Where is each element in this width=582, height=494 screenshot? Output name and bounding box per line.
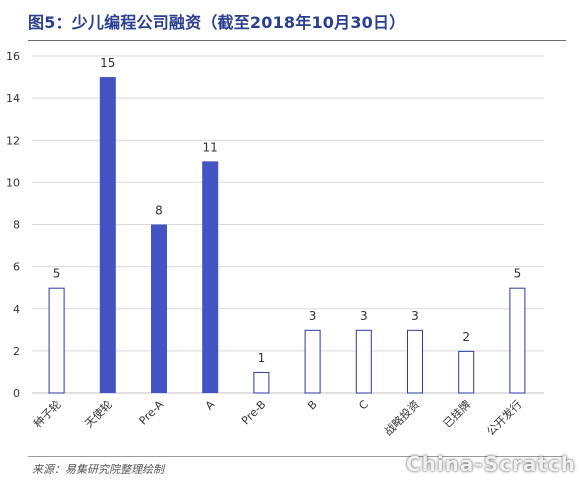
x-tick-label: 战略投资 [381, 397, 422, 438]
y-tick-label: 2 [13, 345, 20, 358]
data-label: 5 [514, 267, 522, 281]
bar-1 [99, 77, 116, 393]
data-label: 3 [411, 309, 419, 323]
y-axis: 0 2 4 6 8 10 12 14 16 [6, 50, 20, 400]
data-label: 2 [462, 330, 470, 344]
y-tick-label: 12 [6, 134, 20, 147]
data-label: 15 [100, 56, 115, 70]
x-axis-labels: 种子轮 天使轮 Pre-A A Pre-B B C 战略投资 已挂牌 公开发行 [30, 397, 524, 438]
source-note: 来源：易集研究院整理绘制 [32, 463, 164, 476]
x-tick-label: 种子轮 [30, 397, 63, 430]
y-tick-label: 14 [6, 92, 20, 105]
grid-lines [32, 55, 544, 394]
bar-8 [458, 350, 475, 394]
bars [48, 77, 526, 394]
y-tick-label: 16 [6, 50, 20, 63]
data-label: 1 [258, 351, 266, 365]
y-tick-label: 6 [13, 261, 20, 274]
bar-7 [407, 329, 423, 394]
x-tick-label: B [305, 398, 320, 413]
data-label: 5 [53, 267, 61, 281]
x-tick-label: Pre-A [137, 398, 167, 428]
y-tick-label: 0 [13, 387, 20, 400]
y-tick-label: 8 [13, 219, 20, 232]
data-label: 3 [309, 309, 317, 323]
data-label: 11 [203, 140, 218, 154]
bar-2 [151, 224, 167, 393]
data-label: 8 [155, 204, 163, 218]
y-tick-label: 4 [13, 303, 20, 316]
x-tick-label: 已挂牌 [440, 397, 473, 430]
x-tick-label: 公开发行 [484, 397, 525, 438]
x-tick-label: Pre-B [239, 398, 268, 427]
bar-9 [509, 287, 526, 394]
title-divider [28, 40, 566, 41]
bar-0 [48, 287, 65, 394]
y-tick-label: 10 [6, 176, 20, 189]
x-tick-label: A [203, 398, 218, 413]
chart-title: 图5：少儿编程公司融资（截至2018年10月30日） [28, 13, 406, 32]
bar-6 [355, 329, 372, 394]
bar-4 [253, 371, 270, 394]
watermark: China-Scratch [405, 452, 576, 476]
x-tick-label: 天使轮 [82, 397, 115, 430]
bar-3 [202, 161, 219, 393]
x-tick-label: C [356, 398, 371, 413]
bar-5 [304, 329, 321, 394]
data-label: 3 [360, 309, 368, 323]
footer-divider [28, 456, 566, 457]
